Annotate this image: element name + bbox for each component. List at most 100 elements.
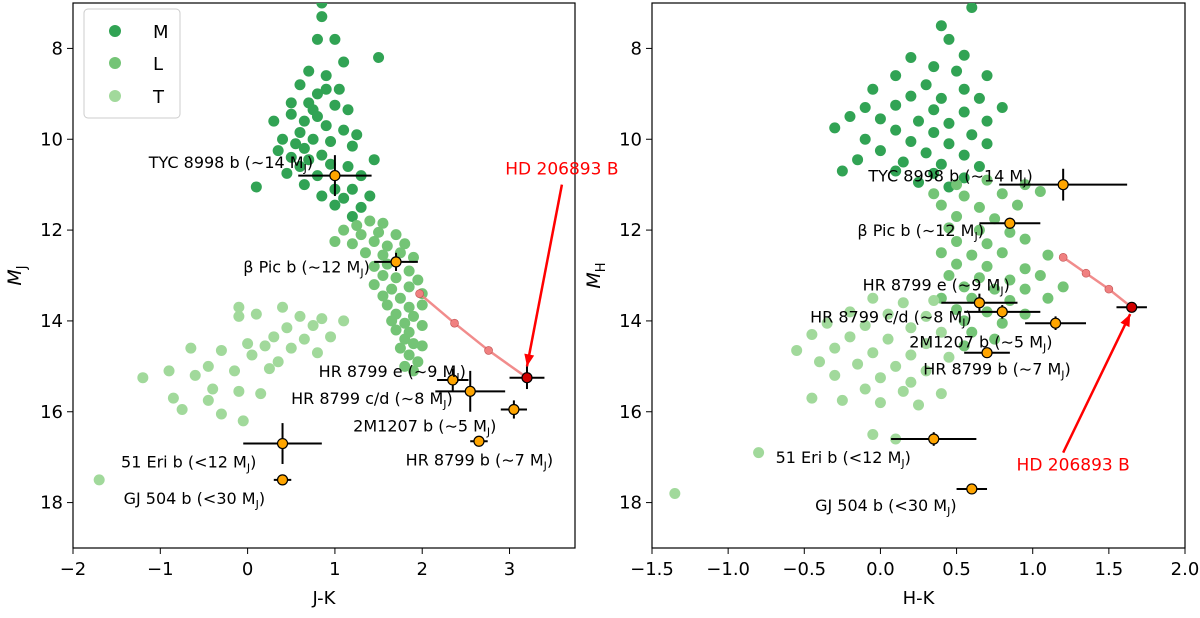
point-t — [814, 356, 826, 368]
point-t — [277, 301, 289, 313]
point-t — [829, 342, 841, 354]
data-layer — [669, 3, 1147, 499]
point-t — [753, 447, 765, 459]
point-m — [298, 142, 310, 154]
legend-label-m: M — [153, 22, 169, 43]
point-t — [806, 392, 818, 404]
point-m — [996, 101, 1008, 113]
point-l — [1042, 249, 1054, 261]
companion-point — [447, 374, 459, 386]
point-l — [416, 299, 428, 311]
point-t — [874, 372, 886, 384]
point-m — [981, 70, 993, 82]
point-m — [311, 33, 323, 45]
point-l — [1011, 199, 1023, 211]
x-tick-label: 1 — [329, 559, 340, 580]
companion-point — [981, 347, 993, 359]
point-m — [272, 145, 284, 157]
data-layer — [93, 3, 545, 486]
point-m — [966, 129, 978, 141]
point-m — [325, 136, 337, 148]
point-m — [935, 158, 947, 170]
x-tick-label: 0.0 — [866, 559, 895, 580]
y-axis-label: MJ — [4, 265, 30, 285]
point-l — [996, 188, 1008, 200]
companion-point — [276, 437, 289, 450]
evolution-track — [1062, 256, 1133, 309]
legend-frame — [83, 8, 181, 119]
point-t — [867, 347, 879, 359]
point-l — [412, 356, 424, 368]
point-t — [859, 319, 871, 331]
point-t — [897, 297, 909, 309]
point-t — [920, 365, 932, 377]
x-tick-label: 2.0 — [1171, 559, 1200, 580]
point-t — [867, 292, 879, 304]
point-t — [272, 356, 284, 368]
point-l — [390, 229, 402, 241]
point-m — [329, 199, 341, 211]
point-t — [215, 344, 227, 356]
point-l — [958, 190, 970, 202]
point-m — [320, 70, 332, 82]
point-l — [996, 317, 1008, 329]
point-l — [958, 340, 970, 352]
companion-point — [1057, 179, 1069, 191]
point-t — [207, 383, 219, 395]
point-l — [390, 324, 402, 336]
point-l — [989, 213, 1001, 225]
companion-label: 2M1207 b (∼5 MJ) — [353, 416, 496, 438]
companion-point — [1049, 317, 1062, 329]
point-m — [268, 115, 280, 127]
y-tick-label: 18 — [619, 493, 642, 514]
point-l — [928, 188, 940, 200]
point-l — [373, 226, 385, 238]
point-t — [93, 474, 105, 486]
y-tick-label: 16 — [40, 402, 63, 423]
point-l — [1004, 274, 1016, 286]
companion-label: GJ 504 b (<30 MJ) — [815, 496, 956, 518]
point-l — [377, 249, 389, 261]
point-l — [386, 283, 398, 295]
point-m — [874, 113, 886, 125]
point-t — [859, 383, 871, 395]
track-point — [1104, 284, 1114, 294]
companion-label: TYC 8998 b (∼14 MJ) — [148, 153, 313, 175]
point-m — [346, 210, 358, 222]
point-l — [329, 235, 341, 247]
point-m — [351, 129, 363, 141]
point-t — [237, 415, 249, 427]
point-l — [386, 315, 398, 327]
point-l — [1034, 185, 1046, 197]
point-t — [935, 388, 947, 400]
point-l — [399, 238, 411, 250]
point-m — [364, 190, 376, 202]
point-m — [844, 111, 856, 123]
y-tick-label: 18 — [40, 493, 63, 514]
companion-label: 51 Eri b (<12 MJ) — [776, 448, 911, 470]
evolution-track — [418, 292, 528, 379]
point-m — [859, 101, 871, 113]
point-m — [958, 83, 970, 95]
point-l — [399, 317, 411, 329]
point-t — [669, 488, 681, 499]
point-m — [368, 154, 380, 166]
highlight-arrow-head — [524, 353, 535, 367]
point-t — [233, 301, 245, 313]
point-m — [303, 154, 315, 166]
legend-marker-l — [109, 57, 121, 69]
companion-point — [473, 435, 485, 447]
legend-marker-m — [109, 25, 121, 37]
point-t — [163, 365, 175, 377]
point-t — [836, 394, 848, 406]
point-t — [233, 310, 245, 322]
x-tick-label: −1.0 — [706, 559, 750, 580]
legend-label-l: L — [153, 54, 163, 75]
companion-label: TYC 8998 b (∼14 MJ) — [867, 167, 1032, 189]
x-axis-label: J-K — [312, 588, 337, 609]
companion-point — [508, 403, 520, 416]
point-m — [338, 192, 350, 204]
point-t — [867, 428, 879, 440]
point-l — [943, 222, 955, 234]
